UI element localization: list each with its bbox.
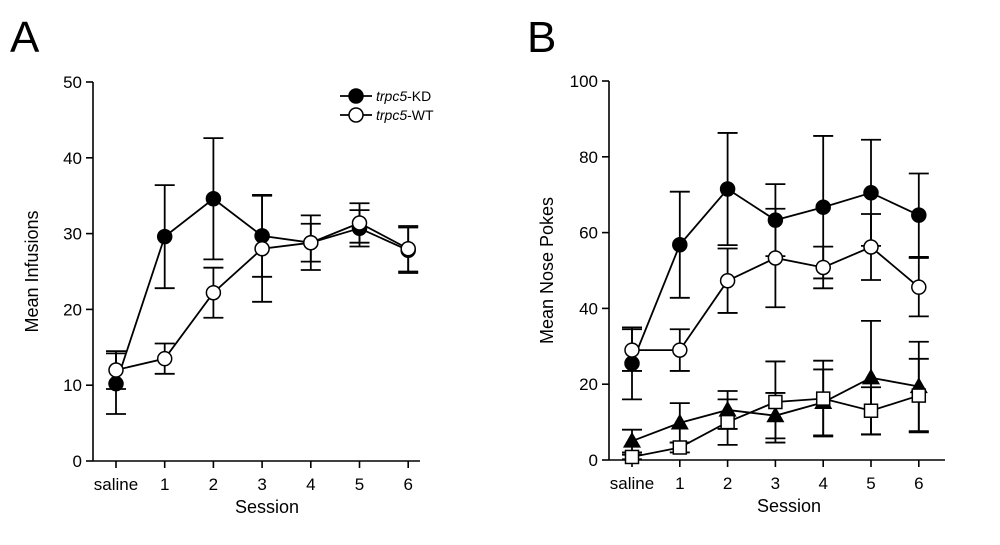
series-1-errorbars (106, 194, 419, 390)
series-0-markers (624, 181, 927, 372)
legend-item-1: trpc5-WT (340, 107, 434, 123)
panel-letter-b: B (527, 13, 556, 62)
data-point (624, 449, 640, 465)
data-point (672, 236, 688, 253)
x-tick-label: 4 (818, 474, 827, 493)
x-axis-title: Session (757, 496, 821, 516)
data-point (863, 185, 879, 201)
x-tick-label: 2 (723, 474, 732, 493)
data-point (863, 403, 879, 418)
y-tick-label: 20 (63, 300, 82, 319)
data-point (622, 431, 642, 448)
data-point (254, 241, 270, 257)
series-3-markers (624, 388, 927, 465)
x-tick-label: 6 (403, 475, 412, 494)
data-point (624, 355, 640, 372)
data-point (108, 362, 124, 378)
x-tick-label: 5 (866, 474, 875, 493)
data-point (254, 228, 270, 244)
x-tick-label: 4 (306, 475, 315, 494)
data-point (156, 350, 173, 367)
data-point (911, 279, 927, 295)
x-axis-title: Session (235, 497, 299, 517)
data-point (815, 391, 831, 406)
series-1-markers (624, 239, 927, 358)
x-tick-label: 6 (914, 474, 923, 493)
y-axis-title: Mean Infusions (22, 210, 42, 332)
chart-a: 0 10 20 30 40 50 saline 1 2 3 4 5 6 Session Mean Infus… (22, 73, 420, 517)
data-point (205, 190, 222, 207)
y-tick-label: 80 (579, 148, 598, 167)
legend-label: trpc5-KD (376, 88, 431, 104)
data-point (672, 342, 688, 358)
data-point (718, 400, 737, 417)
data-point (719, 272, 736, 289)
x-tick-label: 2 (209, 475, 218, 494)
data-point (400, 241, 416, 257)
legend-label-italic: trpc5 (376, 88, 407, 104)
data-point (624, 342, 640, 358)
data-point (720, 414, 735, 430)
legend-label-rest: -WT (407, 107, 434, 123)
legend-marker (348, 107, 364, 123)
y-tick-label: 40 (579, 299, 598, 318)
data-point (861, 368, 881, 385)
y-tick-label: 0 (589, 451, 598, 470)
series-1-markers (108, 215, 416, 378)
data-point (815, 259, 831, 276)
x-tick-label: 1 (675, 474, 684, 493)
y-axis-title: Mean Nose Pokes (537, 197, 557, 344)
legend-label: trpc5-WT (376, 107, 434, 123)
series-1-errorbars (622, 207, 929, 372)
y-tick-label: 10 (63, 376, 82, 395)
data-point (205, 284, 222, 301)
y-tick-label: 30 (63, 225, 82, 244)
data-point (351, 215, 368, 231)
x-tick-label: 5 (355, 475, 364, 494)
data-point (156, 228, 173, 245)
x-tick-label: 3 (771, 474, 780, 493)
legend-label-rest: -KD (407, 88, 431, 104)
data-point (767, 212, 784, 228)
y-tick-label: 50 (63, 73, 82, 92)
data-point (863, 239, 879, 255)
x-tick-label: 1 (160, 475, 169, 494)
data-point (719, 181, 736, 197)
x-tick-label: saline (94, 475, 138, 494)
y-tick-label: 60 (579, 224, 598, 243)
data-point (672, 440, 688, 455)
legend-item-0: trpc5-KD (340, 88, 431, 104)
x-tick-label: 3 (257, 475, 266, 494)
data-point (815, 199, 831, 215)
data-point (768, 394, 783, 410)
legend-label-italic: trpc5 (376, 107, 407, 123)
x-tick-label: saline (610, 474, 654, 493)
y-tick-label: 40 (63, 149, 82, 168)
data-point (303, 234, 319, 251)
data-point (911, 207, 927, 223)
data-point (911, 388, 927, 403)
series-2-markers (622, 368, 928, 448)
y-tick-label: 100 (570, 72, 598, 91)
data-point (766, 406, 785, 423)
data-point (670, 413, 689, 430)
y-tick-label: 0 (73, 452, 82, 471)
y-tick-label: 20 (579, 375, 598, 394)
data-point (108, 375, 124, 392)
chart-b: 0 20 40 60 80 100 saline 1 2 3 4 5 6 Session Mean Nose… (537, 72, 945, 516)
panel-letter-a: A (10, 13, 40, 62)
data-point (767, 250, 784, 266)
legend-marker (348, 88, 364, 104)
